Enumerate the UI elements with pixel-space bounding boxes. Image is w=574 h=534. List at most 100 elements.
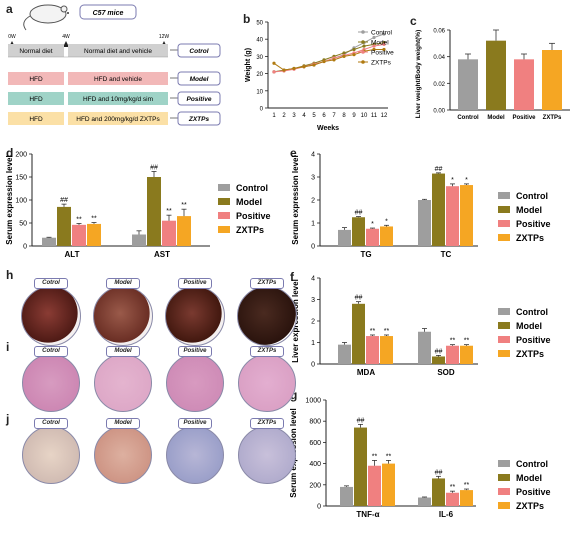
legend-label: ZXTPs <box>516 233 544 243</box>
significance-mark: ** <box>370 328 376 335</box>
scheme-bar-right <box>68 44 168 57</box>
y-tick-label: 0 <box>311 362 315 369</box>
bar-positive <box>72 224 86 246</box>
legend-swatch <box>498 488 510 495</box>
data-point <box>372 47 376 52</box>
legend-label: Model <box>236 197 262 207</box>
bar-control <box>338 344 351 364</box>
legend-label: Positive <box>516 335 551 345</box>
legend-swatch <box>498 234 510 241</box>
data-point <box>382 32 386 36</box>
chart-tg-tc: 0 1 2 3 4 Serum expression level ## * * TG ## * * TC C… <box>291 152 551 260</box>
scheme-group-label: Model <box>190 76 209 83</box>
data-point <box>352 47 356 52</box>
x-tick-label: TG <box>360 250 371 259</box>
scheme-bar-left <box>8 72 64 85</box>
legend-label: Positive <box>516 219 551 229</box>
histo-label: Positive <box>178 418 212 429</box>
y-axis-label: Weight (g) <box>245 48 252 82</box>
y-tick-label: 1 <box>311 221 315 228</box>
oil-red-stain-model <box>94 426 152 484</box>
he-stain-zxtps <box>238 354 296 412</box>
data-point <box>372 44 376 48</box>
y-tick-label: 0 <box>317 504 321 511</box>
scheme-right-label: HFD and 200mg/kg/d ZXTPs <box>76 116 160 123</box>
x-tick-label: 2 <box>282 113 286 119</box>
oil-red-stain-zxtps <box>238 426 296 484</box>
data-point <box>342 54 346 59</box>
scheme-right-label: HFD and vehicle <box>94 76 142 83</box>
significance-mark: ** <box>384 328 390 335</box>
scheme-right-label: HFD and 10mg/kg/d sim <box>83 96 153 103</box>
y-axis-label: Serum expression level <box>5 155 14 244</box>
significance-mark: ** <box>464 482 470 489</box>
x-tick-label: 10 <box>361 113 368 119</box>
histo-label: ZXTPs <box>250 418 284 429</box>
bar-zxtps <box>542 50 562 110</box>
mouse-icon <box>23 4 69 31</box>
series-line-zxtps <box>273 49 384 71</box>
oil-red-stain-cotrol <box>22 426 80 484</box>
y-tick-label: 600 <box>309 440 321 447</box>
data-point <box>312 63 316 67</box>
bar-control <box>458 59 478 110</box>
data-point <box>322 59 326 64</box>
data-point <box>282 68 286 72</box>
significance-mark: ## <box>150 164 158 171</box>
legend-label: Positive <box>236 211 271 221</box>
x-tick-label: 1 <box>272 113 276 119</box>
legend-swatch <box>498 336 510 343</box>
liver-photo-cotrol <box>21 286 81 346</box>
panel-label-f: f <box>290 270 294 284</box>
bar-positive <box>514 59 534 110</box>
x-tick-label: 4 <box>302 113 306 119</box>
scheme-bar-left <box>8 112 64 125</box>
legend-swatch <box>498 206 510 213</box>
legend-label: ZXTPs <box>516 501 544 511</box>
legend-label: ZXTPs <box>371 60 392 67</box>
x-tick-label: 11 <box>371 113 378 119</box>
significance-mark: ## <box>435 348 443 355</box>
panel-label-b: b <box>243 12 251 26</box>
histo-label: ZXTPs <box>250 278 284 289</box>
mice-label: C57 mice <box>93 10 124 17</box>
x-tick-label: MDA <box>357 368 375 377</box>
bar-control <box>418 497 431 506</box>
bar-model <box>354 427 367 506</box>
legend-swatch <box>498 502 510 509</box>
histo-label: Model <box>106 278 140 289</box>
experiment-scheme: C57 mice 0W 4W 12W Normal diet Normal die… <box>8 4 221 126</box>
y-tick-label: 0 <box>23 244 27 251</box>
legend-label: Model <box>516 321 542 331</box>
y-tick-label: 200 <box>309 482 321 489</box>
bar-positive <box>446 186 459 246</box>
significance-mark: ## <box>60 197 68 204</box>
significance-mark: ** <box>450 484 456 491</box>
liver-photo-positive <box>165 286 225 346</box>
panel-label-e: e <box>290 146 297 160</box>
significance-mark: ** <box>464 338 470 345</box>
x-tick-label: TC <box>441 250 452 259</box>
bar-control <box>132 234 146 246</box>
bar-model <box>147 177 161 246</box>
bar-zxtps <box>460 185 473 246</box>
y-tick-label: 4 <box>311 276 315 283</box>
x-tick-label: SOD <box>437 368 455 377</box>
histo-label: ZXTPs <box>250 346 284 357</box>
week-0: 0W <box>8 34 16 40</box>
x-axis-label: Weeks <box>317 125 339 132</box>
legend-label: Positive <box>516 487 551 497</box>
week-12: 12W <box>159 34 170 40</box>
y-tick-label: 1 <box>311 340 315 347</box>
scheme-bar-right <box>68 112 168 125</box>
x-tick-label: IL-6 <box>439 510 454 519</box>
scheme-right-label: Normal diet and vehicle <box>84 48 152 55</box>
significance-mark: ** <box>450 338 456 345</box>
y-tick-label: 40 <box>256 38 263 44</box>
scheme-bar-right <box>68 92 168 105</box>
scheme-bar-left <box>8 92 64 105</box>
significance-mark: ** <box>181 202 187 209</box>
panel-label-g: g <box>290 388 298 402</box>
